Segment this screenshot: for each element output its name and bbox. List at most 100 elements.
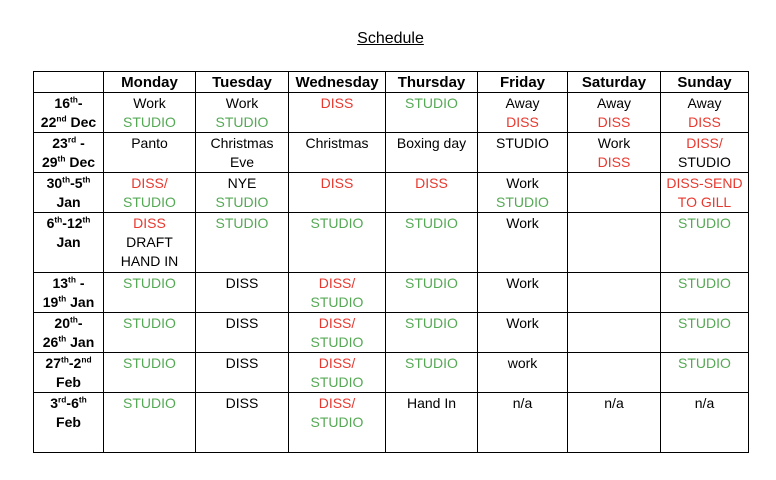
schedule-cell <box>567 172 661 213</box>
schedule-cell <box>567 272 661 313</box>
cell-line: Panto <box>131 135 168 151</box>
schedule-cell: Away DISS <box>477 92 568 133</box>
cell-line: STUDIO <box>123 194 176 210</box>
cell-line: n/a <box>604 395 624 411</box>
corner-cell <box>33 71 104 93</box>
cell-line: STUDIO <box>123 395 176 411</box>
schedule-cell: STUDIO <box>103 272 196 313</box>
schedule-cell: Boxing day <box>385 132 478 173</box>
table-row: 27th-2nd Feb STUDIO DISS DISS/STUDIO STUDIO wo… <box>33 352 749 393</box>
row-date: 13th -19th Jan <box>33 272 104 313</box>
schedule-cell: DISS/STUDIO <box>660 132 749 173</box>
table-row: 3rd-6th Feb STUDIO DISS DISS/STUDIO Hand In n/… <box>33 392 749 453</box>
schedule-cell: Christmas Eve <box>195 132 289 173</box>
cell-line: Boxing day <box>396 135 467 151</box>
cell-line: Work <box>506 215 539 231</box>
schedule-cell: work <box>477 352 568 393</box>
cell-line: STUDIO <box>215 194 269 210</box>
column-header-monday: Monday <box>103 71 196 93</box>
cell-line: DISS/ <box>318 395 356 411</box>
cell-line: STUDIO <box>310 334 364 350</box>
header-row: Monday Tuesday Wednesday Thursday Friday Satu… <box>33 71 749 93</box>
row-date: 16th- 22nd Dec <box>33 92 104 133</box>
cell-line: STUDIO <box>678 215 731 231</box>
schedule-cell: n/a <box>567 392 661 453</box>
schedule-cell: STUDIO <box>660 312 749 353</box>
schedule-cell: n/a <box>477 392 568 453</box>
schedule-table: Monday Tuesday Wednesday Thursday Friday Satu… <box>33 71 749 453</box>
schedule-body: 16th- 22nd Dec Work STUDIO Work STUDIO DISS STU… <box>33 92 749 453</box>
cell-line: work <box>507 355 538 371</box>
schedule-cell: DISS <box>195 312 289 353</box>
cell-line: DISS <box>225 395 259 411</box>
schedule-cell: Away DISS <box>567 92 661 133</box>
row-date: 30th-5th Jan <box>33 172 104 213</box>
schedule-cell <box>567 312 661 353</box>
column-header-sunday: Sunday <box>660 71 749 93</box>
cell-line: STUDIO <box>678 355 731 371</box>
schedule-cell: STUDIO <box>195 212 289 273</box>
cell-line: n/a <box>512 395 533 411</box>
schedule-cell: STUDIO <box>103 392 196 453</box>
cell-line: DISS/ <box>131 175 168 191</box>
cell-line: DISS <box>225 275 259 291</box>
cell-line: Hand In <box>406 395 457 411</box>
schedule-cell: STUDIO <box>288 212 386 273</box>
cell-line: STUDIO <box>405 215 458 231</box>
schedule-cell: DISS DRAFT HAND IN <box>103 212 196 273</box>
cell-line: Away <box>505 95 540 111</box>
table-row: 16th- 22nd Dec Work STUDIO Work STUDIO DISS STU… <box>33 92 749 133</box>
cell-line: DISS <box>415 175 448 191</box>
schedule-cell <box>567 212 661 273</box>
schedule-cell: STUDIO <box>385 92 478 133</box>
cell-line: Work <box>506 175 539 191</box>
cell-line: STUDIO <box>496 135 549 151</box>
cell-line: STUDIO <box>123 315 176 331</box>
cell-line: STUDIO <box>310 374 364 390</box>
schedule-cell: DISS/STUDIO <box>288 312 386 353</box>
schedule-cell: Work STUDIO <box>195 92 289 133</box>
cell-line: DISS <box>225 315 259 331</box>
schedule-cell: STUDIO <box>385 212 478 273</box>
schedule-cell: STUDIO <box>660 212 749 273</box>
schedule-cell: STUDIO <box>103 312 196 353</box>
cell-line: Work <box>597 135 631 151</box>
schedule-cell: DISS/STUDIO <box>288 352 386 393</box>
table-row: 23rd -29th Dec Panto Christmas Eve Christmas… <box>33 132 749 173</box>
schedule-cell: NYE STUDIO <box>195 172 289 213</box>
schedule-cell: STUDIO <box>660 272 749 313</box>
cell-line: STUDIO <box>123 114 176 130</box>
schedule-cell: Work DISS <box>567 132 661 173</box>
schedule-cell: DISS <box>288 92 386 133</box>
schedule-cell <box>567 352 661 393</box>
schedule-cell: DISS <box>195 392 289 453</box>
cell-line: Eve <box>229 154 255 170</box>
cell-line: Work <box>225 95 259 111</box>
schedule-cell: DISS/STUDIO <box>288 272 386 313</box>
cell-line: DISS <box>597 154 631 170</box>
row-date: 6th-12th Jan <box>33 212 104 273</box>
column-header-friday: Friday <box>477 71 568 93</box>
cell-line: DISS <box>688 114 721 130</box>
schedule-cell: STUDIO <box>385 272 478 313</box>
cell-line: DISS/ <box>318 355 356 371</box>
schedule-cell: Christmas <box>288 132 386 173</box>
cell-line: DISS <box>597 114 631 130</box>
cell-line: Christmas <box>305 135 369 151</box>
cell-line: DISS <box>320 175 354 191</box>
cell-line: STUDIO <box>678 275 731 291</box>
schedule-cell: Hand In <box>385 392 478 453</box>
table-row: 6th-12th Jan DISS DRAFT HAND IN STUDIO STUDIO S… <box>33 212 749 273</box>
schedule-cell: DISS <box>195 272 289 313</box>
cell-line: TO GILL <box>677 194 732 210</box>
cell-line: STUDIO <box>310 215 364 231</box>
cell-line: HAND IN <box>120 253 179 269</box>
row-date: 27th-2nd Feb <box>33 352 104 393</box>
cell-line: STUDIO <box>405 95 458 111</box>
page-title: Schedule <box>357 30 424 47</box>
schedule-cell: Panto <box>103 132 196 173</box>
schedule-cell: Work STUDIO <box>103 92 196 133</box>
cell-line: STUDIO <box>123 355 176 371</box>
schedule-cell: DISS <box>385 172 478 213</box>
